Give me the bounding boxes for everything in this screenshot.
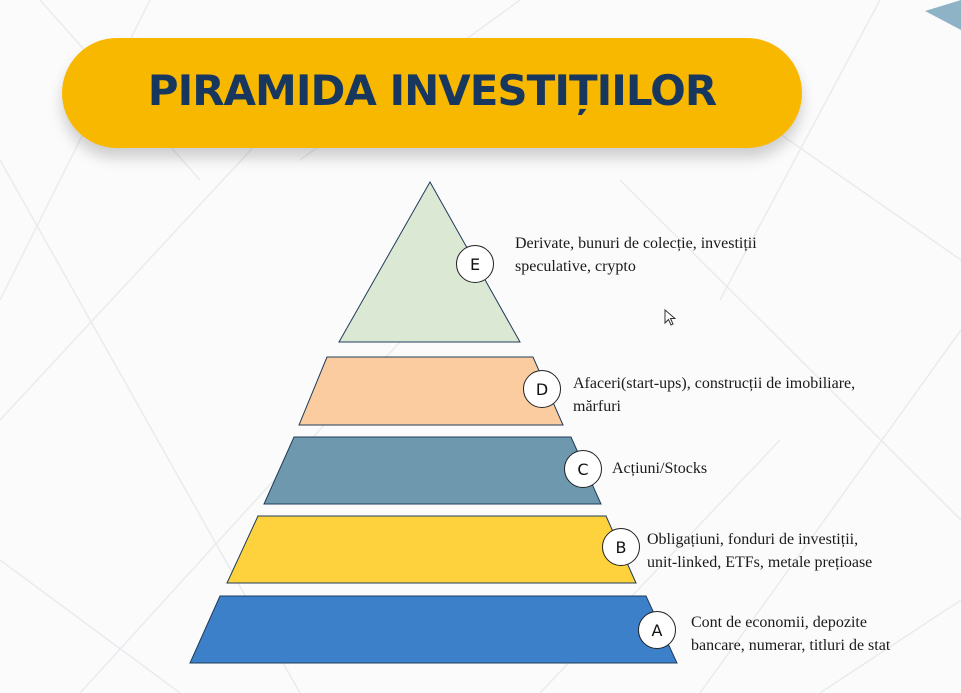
level-text-d: Afaceri(start-ups), construcții de imobi…	[573, 372, 855, 418]
level-text-d-line2: mărfuri	[573, 398, 621, 415]
level-text-d-line1: Afaceri(start-ups), construcții de imobi…	[573, 375, 856, 392]
level-badge-d: D	[523, 370, 561, 408]
pyramid-level-a	[189, 595, 678, 664]
pyramid-level-d	[298, 356, 564, 426]
level-text-a-line2: bancare, numerar, titluri de stat	[691, 637, 891, 654]
pyramid-level-c	[263, 436, 602, 505]
level-text-c: Acțiuni/Stocks	[612, 457, 707, 480]
level-text-b-line2: unit-linked, ETFs, metale prețioase	[647, 554, 873, 571]
level-badge-c: C	[564, 450, 602, 488]
level-text-b: Obligațiuni, fonduri de investiții, unit…	[647, 528, 872, 574]
pyramid-level-b	[226, 515, 637, 584]
title-banner: PIRAMIDA INVESTIȚIILOR	[62, 38, 802, 148]
level-text-a-line1: Cont de economii, depozite	[691, 614, 867, 631]
level-text-b-line1: Obligațiuni, fonduri de investiții,	[647, 531, 859, 548]
level-text-e-line1: Derivate, bunuri de colecție, investiții	[515, 235, 757, 252]
level-badge-b: B	[602, 528, 640, 566]
corner-accent-shape	[925, 0, 961, 30]
level-text-a: Cont de economii, depozite bancare, nume…	[691, 611, 890, 657]
page-title: PIRAMIDA INVESTIȚIILOR	[147, 65, 717, 115]
level-text-e-line2: speculative, crypto	[515, 258, 636, 275]
level-badge-a: A	[638, 611, 676, 649]
level-text-c-line1: Acțiuni/Stocks	[612, 460, 708, 477]
level-text-e: Derivate, bunuri de colecție, investiții…	[515, 232, 757, 278]
mouse-cursor-icon	[664, 309, 676, 326]
level-badge-e: E	[456, 245, 494, 283]
